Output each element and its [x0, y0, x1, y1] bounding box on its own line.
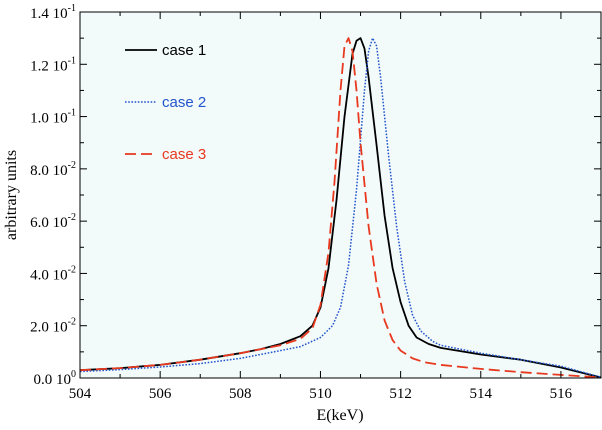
y-tick-label: 2.0 10-2: [30, 317, 76, 336]
y-tick-label: 1.0 10-1: [30, 108, 76, 127]
tick-layer: 504 506 508 510 512 514 516 0.0 100 2.0 10-2 4.0 …: [30, 3, 601, 402]
x-tick-label: 512: [389, 386, 412, 402]
x-tick-label: 516: [550, 386, 573, 402]
legend-label-1: case 1: [162, 42, 206, 59]
x-tick-label: 508: [229, 386, 252, 402]
y-tick-label: 1.4 10-1: [30, 3, 76, 22]
y-tick-label: 1.2 10-1: [30, 55, 76, 74]
x-tick-label: 506: [149, 386, 172, 402]
series-layer: [79, 37, 602, 379]
x-axis-label: E(keV): [316, 407, 363, 424]
y-axis-label: arbitrary units: [3, 150, 20, 240]
y-tick-label: 0.0 100: [34, 369, 77, 388]
y-tick-label: 4.0 10-2: [30, 264, 76, 283]
legend-label-2: case 2: [162, 94, 206, 111]
y-tick-label: 8.0 10-2: [30, 160, 76, 179]
plot-frame: [79, 11, 602, 379]
x-tick-label: 510: [309, 386, 332, 402]
x-tick-label: 514: [470, 386, 493, 402]
y-tick-label: 6.0 10-2: [30, 212, 76, 231]
legend: case 1 case 2 case 3: [125, 42, 206, 163]
series-line-2: [79, 37, 602, 378]
series-line-3: [79, 37, 602, 379]
x-tick-label: 504: [69, 386, 92, 402]
plot-background: [80, 12, 601, 378]
legend-label-3: case 3: [162, 146, 206, 163]
